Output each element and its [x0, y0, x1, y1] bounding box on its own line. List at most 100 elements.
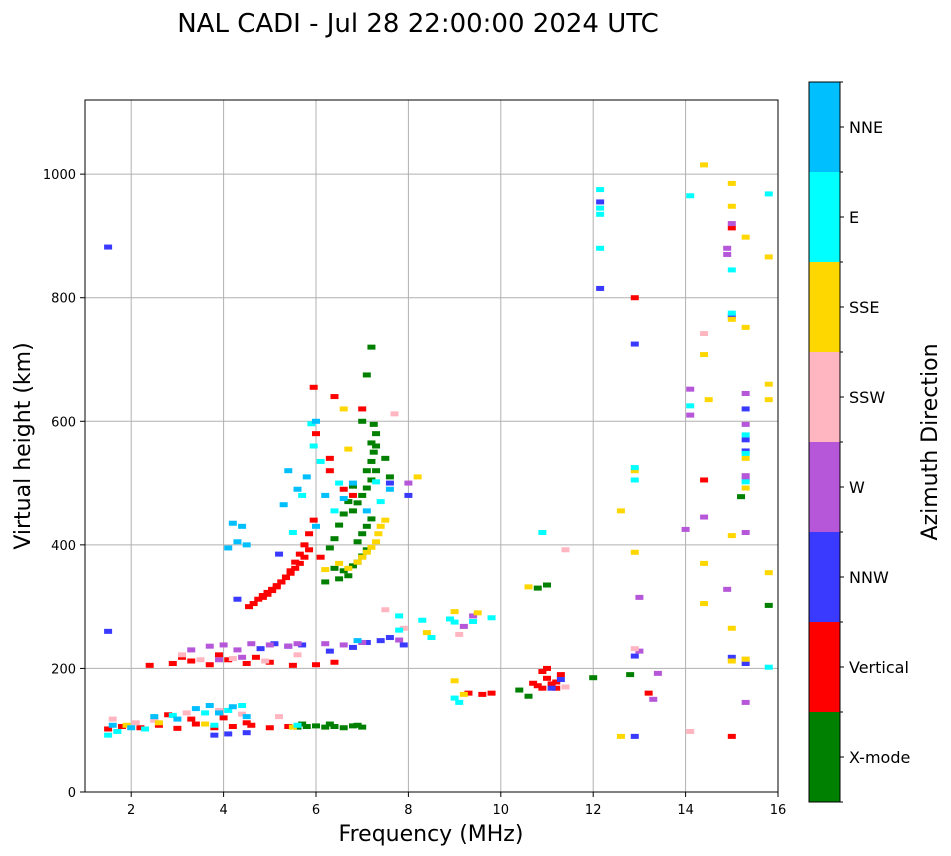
- data-point: [219, 715, 228, 721]
- data-point: [543, 665, 551, 671]
- data-point: [653, 670, 662, 676]
- data-point: [741, 406, 750, 412]
- data-point: [312, 662, 320, 668]
- data-point: [727, 313, 736, 319]
- data-point: [154, 720, 163, 726]
- data-point: [487, 615, 496, 621]
- data-point: [381, 517, 390, 523]
- data-point: [182, 710, 191, 716]
- data-point: [108, 716, 117, 722]
- data-point: [455, 699, 464, 705]
- data-point: [764, 254, 773, 260]
- data-point: [596, 205, 605, 211]
- data-point: [723, 586, 732, 592]
- data-point: [353, 500, 362, 506]
- data-point: [348, 508, 357, 514]
- data-point: [344, 446, 353, 452]
- data-point: [242, 542, 251, 548]
- data-point: [404, 480, 413, 486]
- colorbar-segment: [809, 262, 840, 352]
- data-point: [277, 579, 286, 585]
- data-point: [330, 536, 339, 542]
- data-point: [367, 344, 376, 350]
- data-point: [344, 573, 353, 579]
- data-point: [348, 483, 357, 489]
- data-point: [630, 477, 639, 483]
- data-point: [635, 648, 644, 654]
- data-point: [330, 565, 339, 571]
- x-tick-label: 6: [312, 803, 320, 818]
- data-point: [298, 642, 307, 648]
- data-point: [630, 341, 639, 347]
- data-point: [288, 530, 297, 535]
- data-point: [302, 724, 311, 730]
- data-point: [376, 638, 385, 644]
- data-point: [228, 656, 237, 662]
- data-point: [353, 559, 362, 565]
- data-point: [487, 690, 496, 696]
- data-point: [686, 193, 695, 199]
- data-point: [254, 596, 263, 602]
- data-point: [427, 635, 436, 641]
- data-point: [291, 565, 300, 571]
- data-point: [339, 486, 348, 492]
- data-point: [630, 465, 639, 471]
- data-point: [309, 384, 318, 390]
- data-point: [741, 234, 750, 240]
- colorbar-tick-label: SSE: [849, 298, 879, 317]
- x-tick-label: 8: [404, 803, 412, 818]
- data-point: [353, 722, 362, 728]
- data-point: [630, 549, 639, 555]
- data-point: [295, 551, 304, 557]
- data-point: [344, 499, 353, 505]
- x-tick-label: 10: [493, 803, 510, 818]
- data-point: [339, 496, 348, 502]
- data-point: [741, 421, 750, 427]
- data-point: [344, 565, 353, 571]
- data-point: [302, 474, 311, 480]
- data-point: [644, 690, 653, 696]
- data-point: [307, 421, 316, 427]
- data-point: [376, 523, 385, 529]
- data-point: [300, 542, 309, 548]
- data-point: [533, 585, 542, 591]
- data-point: [335, 576, 344, 582]
- data-point: [348, 492, 357, 498]
- data-point: [265, 659, 274, 665]
- data-point: [596, 199, 605, 205]
- data-point: [348, 563, 357, 569]
- data-point: [335, 522, 344, 528]
- data-point: [741, 530, 750, 535]
- data-point: [686, 403, 695, 409]
- data-point: [649, 696, 658, 702]
- data-point: [201, 721, 210, 727]
- data-point: [464, 690, 473, 696]
- data-point: [399, 642, 408, 648]
- x-tick-label: 14: [677, 803, 694, 818]
- data-point: [233, 596, 242, 602]
- data-point: [538, 685, 547, 691]
- data-point: [316, 554, 325, 560]
- data-point: [247, 641, 256, 647]
- data-point: [233, 647, 242, 653]
- data-point: [127, 725, 136, 731]
- data-point: [741, 473, 750, 479]
- data-point: [263, 591, 272, 597]
- data-point: [358, 418, 367, 424]
- data-point: [367, 516, 376, 522]
- data-point: [362, 468, 371, 474]
- plot-frame: [84, 99, 779, 793]
- data-point: [367, 544, 376, 550]
- data-point: [201, 710, 210, 716]
- data-point: [321, 579, 330, 585]
- data-point: [413, 474, 422, 480]
- series-e: [104, 187, 773, 738]
- colorbar-tick-label: W: [849, 478, 865, 497]
- data-point: [293, 486, 302, 492]
- data-point: [727, 267, 736, 273]
- data-point: [552, 679, 561, 685]
- data-point: [372, 443, 381, 449]
- series-sse: [122, 162, 773, 739]
- data-point: [727, 203, 736, 209]
